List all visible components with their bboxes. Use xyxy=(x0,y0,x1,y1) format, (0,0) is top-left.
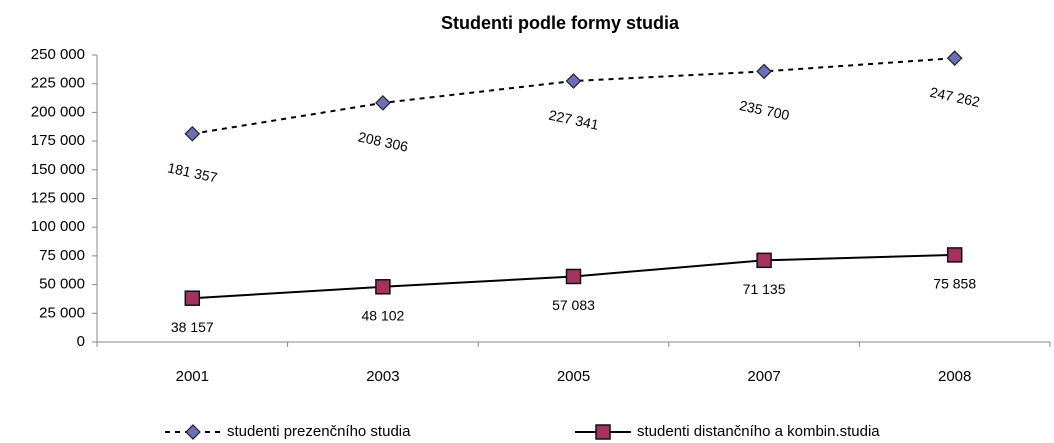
value-label: 38 157 xyxy=(171,319,214,335)
x-tick-label: 2007 xyxy=(747,368,780,385)
value-label: 235 700 xyxy=(738,97,791,123)
point xyxy=(565,268,582,285)
value-label: 71 135 xyxy=(743,281,786,297)
x-tick-label: 2001 xyxy=(176,368,209,385)
x-tick-label: 2003 xyxy=(366,368,399,385)
y-tick-label: 75 000 xyxy=(39,247,85,264)
point xyxy=(375,95,391,111)
x-tick-label: 2005 xyxy=(557,368,590,385)
legend-marker xyxy=(595,424,611,440)
y-tick-label: 0 xyxy=(77,333,85,350)
point xyxy=(184,125,201,142)
value-label: 48 102 xyxy=(361,307,404,323)
y-tick-label: 200 000 xyxy=(31,103,85,120)
legend-label: studenti prezenčního studia xyxy=(227,423,411,440)
y-tick-label: 150 000 xyxy=(31,161,85,178)
y-tick-label: 125 000 xyxy=(31,189,85,206)
point xyxy=(946,50,963,66)
y-tick-label: 175 000 xyxy=(31,132,85,149)
value-label: 57 083 xyxy=(552,297,595,313)
x-tick-label: 2008 xyxy=(938,368,971,385)
point xyxy=(565,73,582,89)
y-tick-label: 250 000 xyxy=(31,46,85,63)
value-label: 75 858 xyxy=(933,276,976,292)
chart-title: Studenti podle formy studia xyxy=(441,13,680,33)
point xyxy=(756,63,772,80)
value-label: 181 357 xyxy=(166,159,219,185)
y-tick-label: 25 000 xyxy=(39,304,85,321)
y-tick-label: 50 000 xyxy=(39,276,85,293)
legend-marker xyxy=(185,424,201,440)
legend-label: studenti distančního a kombin.studia xyxy=(637,423,880,440)
point xyxy=(184,290,201,306)
point xyxy=(946,247,963,263)
value-label: 247 262 xyxy=(929,84,982,110)
y-tick-label: 225 000 xyxy=(31,75,85,92)
value-label: 227 341 xyxy=(547,107,600,133)
point xyxy=(375,279,391,295)
y-tick-label: 100 000 xyxy=(31,218,85,235)
value-label: 208 306 xyxy=(357,129,410,155)
point xyxy=(756,252,772,269)
